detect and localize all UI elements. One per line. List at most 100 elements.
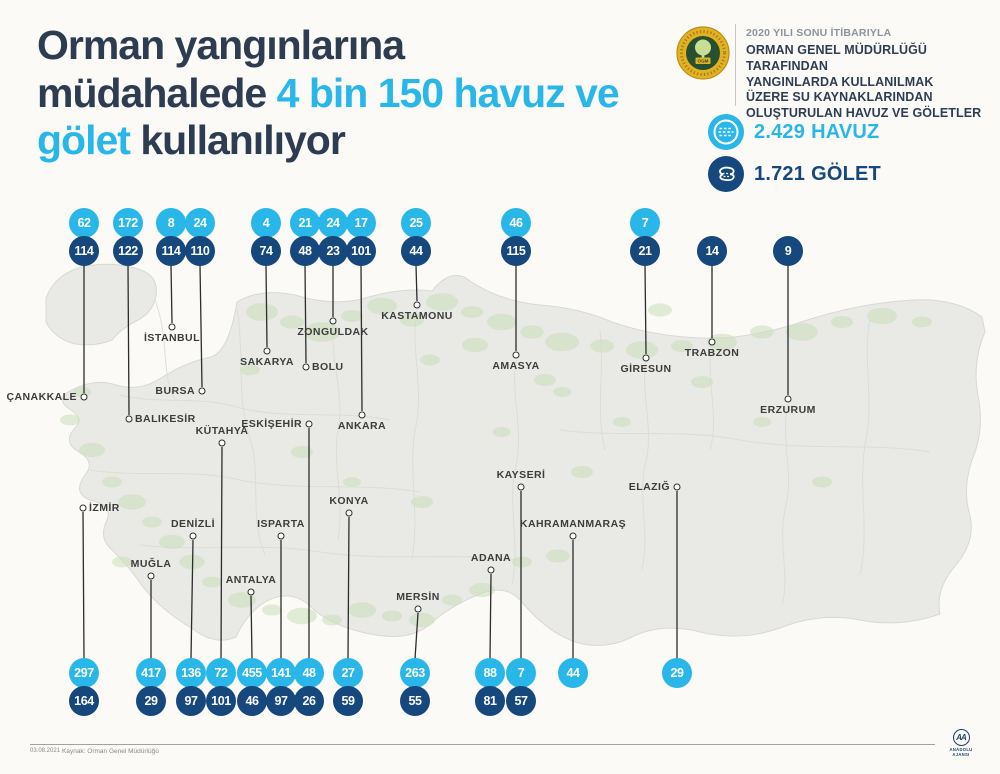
- havuz-count-badge: 8: [156, 208, 186, 238]
- golet-count-badge: 14: [697, 236, 727, 266]
- city-label: AMASYA: [492, 360, 540, 372]
- leader-line: [170, 264, 173, 324]
- svg-text:OGM: OGM: [698, 59, 709, 64]
- city-marker-dot: [302, 363, 310, 371]
- header-info-line: ORMAN GENEL MÜDÜRLÜĞÜ TARAFINDAN: [746, 43, 928, 73]
- golet-count-badge: 21: [630, 236, 660, 266]
- city-marker-dot: [218, 439, 226, 447]
- city-marker-dot: [277, 532, 285, 540]
- leader-line: [250, 595, 253, 660]
- city-marker-dot: [517, 483, 525, 491]
- havuz-count-badge: 29: [662, 658, 692, 688]
- city-label: BOLU: [312, 361, 344, 373]
- city-marker-dot: [414, 605, 422, 613]
- leader-line: [220, 446, 223, 660]
- city-marker-dot: [569, 532, 577, 540]
- leader-line: [347, 516, 350, 660]
- havuz-count-badge: 136: [176, 658, 206, 688]
- leader-line: [360, 264, 363, 412]
- header-info-block: 2020 YILI SONU İTİBARIYLA ORMAN GENEL MÜ…: [746, 27, 996, 122]
- city-marker-dot: [305, 420, 313, 428]
- golet-count-badge: 114: [69, 236, 99, 266]
- legend-golet-label: 1.721 GÖLET: [754, 162, 881, 185]
- havuz-count-badge: 7: [630, 208, 660, 238]
- golet-count-badge: 101: [346, 236, 376, 266]
- city-marker-dot: [642, 354, 650, 362]
- havuz-count-badge: 17: [346, 208, 376, 238]
- city-marker-dot: [147, 572, 155, 580]
- aa-monogram-icon: AA: [952, 729, 970, 746]
- leader-line: [199, 264, 203, 388]
- leader-line: [304, 264, 307, 364]
- city-marker-dot: [263, 347, 271, 355]
- city-label: ANTALYA: [225, 574, 277, 586]
- golet-count-badge: 74: [251, 236, 281, 266]
- golet-count-badge: 57: [506, 686, 536, 716]
- city-label: İZMİR: [89, 502, 120, 514]
- title-segment: 4 bin 150 havuz ve: [276, 69, 620, 116]
- city-marker-dot: [198, 387, 206, 395]
- golet-count-badge: 101: [206, 686, 236, 716]
- header-info-line: ÜZERE SU KAYNAKLARINDAN: [746, 90, 933, 105]
- forestry-directorate-badge-icon: OGM: [676, 26, 730, 80]
- havuz-count-badge: 172: [113, 208, 143, 238]
- golet-count-badge: 9: [773, 236, 803, 266]
- city-label: MERSİN: [396, 591, 440, 603]
- page-title: Orman yangınlarına müdahalede 4 bin 150 h…: [37, 22, 620, 165]
- aa-agency-name: ANADOLU AJANSI: [949, 747, 973, 757]
- havuz-count-badge: 417: [136, 658, 166, 688]
- city-label: KAYSERİ: [496, 469, 546, 481]
- city-label: ZONGULDAK: [297, 326, 369, 338]
- city-label: ERZURUM: [760, 404, 816, 416]
- city-label: ISPARTA: [257, 518, 305, 530]
- leader-line: [489, 573, 492, 660]
- city-marker-dot: [168, 323, 176, 331]
- legend-havuz-row: 2.429 HAVUZ: [708, 114, 879, 150]
- title-segment: Orman yangınlarına: [37, 22, 405, 68]
- city-label: DENİZLİ: [171, 518, 215, 530]
- golet-count-badge: 59: [333, 686, 363, 716]
- city-label: SAKARYA: [240, 356, 294, 368]
- golet-count-badge: 23: [318, 236, 348, 266]
- city-label: İSTANBUL: [144, 332, 200, 344]
- havuz-count-badge: 455: [237, 658, 267, 688]
- city-label: KASTAMONU: [381, 310, 453, 322]
- havuz-count-badge: 25: [401, 208, 431, 238]
- city-label: KÜTAHYA: [195, 425, 249, 437]
- city-label: BALIKESİR: [135, 413, 196, 425]
- footer-rule: [30, 744, 935, 745]
- ogm-logo: OGM: [676, 26, 730, 80]
- city-marker-dot: [247, 588, 255, 596]
- havuz-count-badge: 88: [475, 658, 505, 688]
- city-label: KONYA: [329, 495, 369, 507]
- header-divider: [735, 24, 736, 106]
- leader-line: [127, 264, 130, 416]
- header-kicker: 2020 YILI SONU İTİBARIYLA: [746, 27, 892, 39]
- city-label: BURSA: [155, 385, 195, 397]
- golet-count-badge: 115: [501, 236, 531, 266]
- havuz-count-badge: 72: [206, 658, 236, 688]
- anadolu-agency-logo: AA ANADOLU AJANSI: [941, 729, 981, 757]
- city-marker-dot: [79, 504, 87, 512]
- city-marker-dot: [487, 566, 495, 574]
- havuz-count-badge: 24: [318, 208, 348, 238]
- city-marker-dot: [189, 532, 197, 540]
- leader-line: [414, 612, 419, 660]
- city-marker-dot: [784, 395, 792, 403]
- title-segment: müdahalede: [37, 69, 277, 116]
- city-marker-dot: [329, 317, 337, 325]
- havuz-count-badge: 27: [333, 658, 363, 688]
- city-label: ELAZIĞ: [628, 481, 670, 493]
- golet-count-badge: 48: [290, 236, 320, 266]
- golet-count-badge: 81: [475, 686, 505, 716]
- golet-count-badge: 46: [237, 686, 267, 716]
- city-label: TRABZON: [684, 347, 740, 359]
- havuz-count-badge: 263: [400, 658, 430, 688]
- city-marker-dot: [125, 415, 133, 423]
- golet-count-badge: 97: [266, 686, 296, 716]
- havuz-count-badge: 141: [266, 658, 296, 688]
- legend-havuz-label: 2.429 HAVUZ: [754, 120, 880, 143]
